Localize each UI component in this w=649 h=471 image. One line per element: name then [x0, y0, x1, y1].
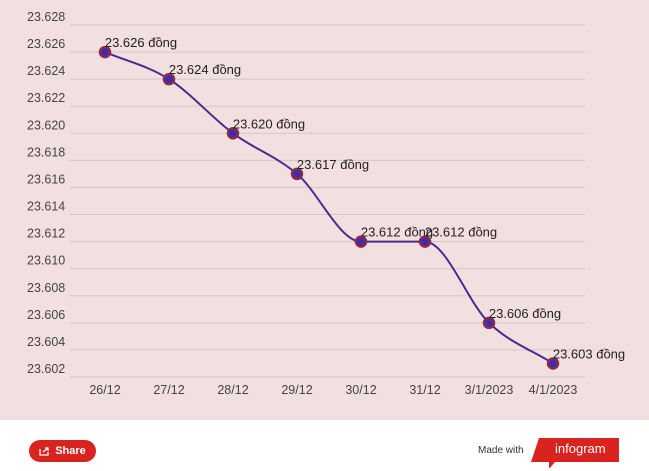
- data-point: [290, 167, 304, 181]
- data-point: [354, 235, 368, 248]
- x-tick-label: 4/1/2023: [529, 383, 578, 397]
- data-label: 23.612 đồng: [361, 225, 433, 240]
- infogram-logo[interactable]: infogram: [531, 438, 619, 468]
- data-point: [418, 235, 432, 248]
- data-point: [162, 72, 176, 86]
- y-tick-label: 23.626: [27, 37, 65, 51]
- x-tick-label: 30/12: [345, 383, 376, 397]
- x-tick-label: 26/12: [89, 383, 120, 397]
- footer: Share Made with infogram: [0, 420, 649, 471]
- data-point: [226, 127, 240, 140]
- y-tick-label: 23.624: [27, 64, 65, 78]
- x-tick-label: 27/12: [153, 383, 184, 397]
- y-tick-label: 23.616: [27, 172, 65, 186]
- data-label: 23.606 đồng: [489, 306, 561, 321]
- data-label: 23.624 đồng: [169, 62, 241, 77]
- x-tick-label: 28/12: [217, 383, 248, 397]
- chart-area: 23.628 23.626 23.624 23.622 23.620 23.618 23.6…: [0, 0, 649, 420]
- y-tick-label: 23.628: [27, 10, 65, 24]
- data-point: [482, 316, 496, 330]
- y-tick-label: 23.602: [27, 362, 65, 376]
- share-label: Share: [55, 445, 86, 457]
- data-label: 23.626 đồng: [105, 35, 177, 50]
- y-tick-label: 23.606: [27, 308, 65, 322]
- x-tick-label: 31/12: [409, 383, 440, 397]
- x-tick-label: 3/1/2023: [465, 383, 514, 397]
- data-point: [98, 45, 112, 59]
- line-chart: 23.628 23.626 23.624 23.622 23.620 23.618 23.6…: [27, 10, 625, 397]
- x-tick-label: 29/12: [281, 383, 312, 397]
- share-button[interactable]: Share: [29, 440, 96, 462]
- y-tick-label: 23.622: [27, 91, 65, 105]
- infogram-brand: infogram: [555, 441, 606, 456]
- made-with-text: Made with: [478, 445, 524, 456]
- y-tick-label: 23.618: [27, 145, 65, 159]
- y-tick-label: 23.612: [27, 227, 65, 241]
- series-line: [104, 51, 554, 365]
- data-label: 23.620 đồng: [233, 116, 305, 131]
- y-tick-label: 23.610: [27, 254, 65, 268]
- infogram-logo-shape: [531, 438, 619, 468]
- share-icon: [39, 447, 49, 456]
- y-tick-label: 23.604: [27, 335, 65, 349]
- data-point: [546, 357, 560, 370]
- data-label: 23.603 đồng: [553, 346, 625, 361]
- y-tick-label: 23.608: [27, 281, 65, 295]
- y-tick-label: 23.614: [27, 200, 65, 214]
- y-tick-label: 23.620: [27, 118, 65, 132]
- data-label: 23.612 đồng: [425, 225, 497, 240]
- data-label: 23.617 đồng: [297, 157, 369, 172]
